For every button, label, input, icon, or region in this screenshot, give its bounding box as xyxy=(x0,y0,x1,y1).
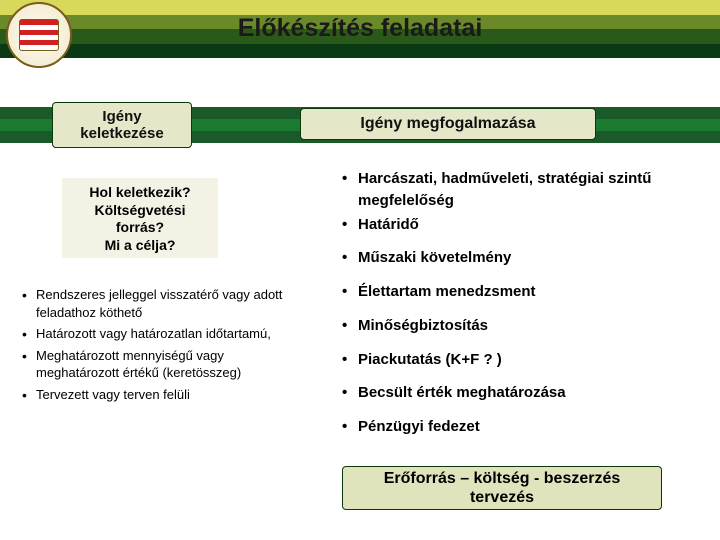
q3: forrás? xyxy=(116,219,164,235)
list-item: Határidő xyxy=(338,214,698,236)
stripe xyxy=(0,44,720,59)
box-igeny-megfogalmazasa: Igény megfogalmazása xyxy=(300,108,596,140)
footer-line1: Erőforrás – költség - beszerzés xyxy=(384,470,621,487)
stripe xyxy=(0,0,720,15)
box1-line1: Igény xyxy=(102,108,141,125)
footer-box: Erőforrás – költség - beszerzés tervezés xyxy=(342,466,662,510)
list-item: Pénzügyi fedezet xyxy=(338,416,698,438)
q1: Hol keletkezik? xyxy=(89,184,190,200)
box1-line2: keletkezése xyxy=(80,125,163,142)
left-bullets: Rendszeres jelleggel visszatérő vagy ado… xyxy=(20,286,300,407)
list-item: Becsült érték meghatározása xyxy=(338,382,698,404)
right-bullets: Harcászati, hadműveleti, stratégiai szin… xyxy=(338,168,698,450)
list-item: Piackutatás (K+F ? ) xyxy=(338,349,698,371)
questions-box: Hol keletkezik? Költségvetési forrás? Mi… xyxy=(62,178,218,258)
list-item: Műszaki követelmény xyxy=(338,247,698,269)
list-item: Határozott vagy határozatlan időtartamú, xyxy=(20,325,300,343)
list-item: Meghatározott mennyiségű vagy meghatároz… xyxy=(20,347,300,382)
list-item: Harcászati, hadműveleti, stratégiai szin… xyxy=(338,168,698,212)
box2-text: Igény megfogalmazása xyxy=(360,115,535,133)
list-item: Tervezett vagy terven felüli xyxy=(20,386,300,404)
box-igeny-keletkezese: Igény keletkezése xyxy=(52,102,192,148)
q4: Mi a célja? xyxy=(105,237,176,253)
list-item: Rendszeres jelleggel visszatérő vagy ado… xyxy=(20,286,300,321)
list-item: Minőségbiztosítás xyxy=(338,315,698,337)
list-item: Élettartam menedzsment xyxy=(338,281,698,303)
q2: Költségvetési xyxy=(94,202,185,218)
footer-line2: tervezés xyxy=(470,489,534,506)
page-title: Előkészítés feladatai xyxy=(0,14,720,43)
